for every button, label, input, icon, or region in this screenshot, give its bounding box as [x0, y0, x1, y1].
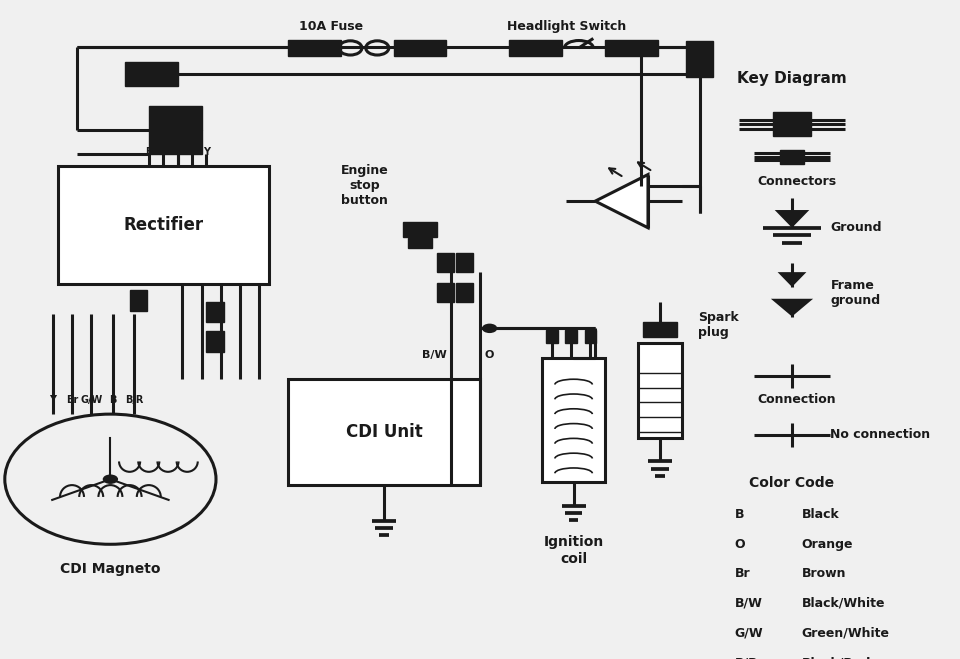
- Text: Black/Red: Black/Red: [802, 656, 871, 659]
- Text: G/W: G/W: [80, 395, 103, 405]
- Text: 10A Fuse: 10A Fuse: [300, 20, 363, 32]
- Text: Y: Y: [159, 147, 167, 157]
- Text: B: B: [734, 508, 744, 521]
- Polygon shape: [778, 272, 806, 287]
- Bar: [130, 290, 147, 310]
- Text: B/W: B/W: [421, 350, 446, 360]
- Text: Orange: Orange: [802, 538, 853, 551]
- Text: Connectors: Connectors: [757, 175, 836, 188]
- Bar: [58, 165, 269, 284]
- Text: Br: Br: [734, 567, 750, 581]
- Text: G: G: [174, 147, 181, 157]
- Bar: [408, 238, 432, 248]
- Text: B/R: B/R: [125, 395, 144, 405]
- Bar: [456, 253, 473, 272]
- Text: Black/White: Black/White: [802, 597, 885, 610]
- Bar: [125, 62, 178, 86]
- Bar: [403, 222, 437, 237]
- Bar: [394, 40, 446, 56]
- Bar: [546, 330, 558, 343]
- Bar: [288, 40, 341, 56]
- Bar: [638, 343, 682, 438]
- Text: O: O: [485, 350, 494, 360]
- Text: No connection: No connection: [830, 428, 930, 442]
- Circle shape: [482, 324, 497, 333]
- Bar: [780, 150, 804, 164]
- Bar: [542, 358, 605, 482]
- Bar: [437, 253, 454, 272]
- Text: B: B: [109, 395, 117, 405]
- Text: G/W: G/W: [734, 627, 763, 639]
- Text: CDI Magneto: CDI Magneto: [60, 562, 160, 576]
- Bar: [437, 283, 454, 302]
- Circle shape: [103, 474, 118, 484]
- Bar: [605, 40, 658, 56]
- Text: CDI Unit: CDI Unit: [346, 423, 422, 441]
- Text: B/W: B/W: [734, 597, 762, 610]
- Bar: [686, 42, 713, 77]
- Text: Frame
ground: Frame ground: [830, 279, 880, 307]
- Text: Black: Black: [802, 508, 839, 521]
- Text: Color Code: Color Code: [750, 476, 834, 490]
- Text: Y: Y: [203, 147, 210, 157]
- Bar: [206, 331, 224, 352]
- Bar: [206, 302, 224, 322]
- Text: Y: Y: [49, 395, 57, 405]
- Text: Spark
plug: Spark plug: [699, 312, 739, 339]
- Bar: [149, 107, 202, 130]
- Text: Headlight Switch: Headlight Switch: [507, 20, 626, 32]
- Bar: [643, 322, 677, 337]
- Text: R: R: [188, 147, 196, 157]
- Text: Br: Br: [66, 395, 78, 405]
- Text: Engine
stop
button: Engine stop button: [341, 164, 389, 207]
- Text: O: O: [734, 538, 745, 551]
- Bar: [456, 283, 473, 302]
- Text: Ignition
coil: Ignition coil: [543, 535, 604, 565]
- Text: Key Diagram: Key Diagram: [737, 71, 847, 86]
- Text: B/R: B/R: [734, 656, 758, 659]
- Text: B: B: [145, 147, 153, 157]
- Text: Rectifier: Rectifier: [123, 215, 204, 234]
- Text: Green/White: Green/White: [802, 627, 890, 639]
- Polygon shape: [595, 175, 648, 228]
- Bar: [565, 330, 577, 343]
- Bar: [585, 330, 596, 343]
- Bar: [149, 130, 202, 154]
- Text: Brown: Brown: [802, 567, 846, 581]
- Text: Connection: Connection: [757, 393, 836, 407]
- Bar: [509, 40, 562, 56]
- Text: Ground: Ground: [830, 221, 882, 234]
- Polygon shape: [771, 299, 813, 316]
- Bar: [288, 379, 480, 485]
- Bar: [773, 113, 811, 136]
- Polygon shape: [775, 210, 809, 228]
